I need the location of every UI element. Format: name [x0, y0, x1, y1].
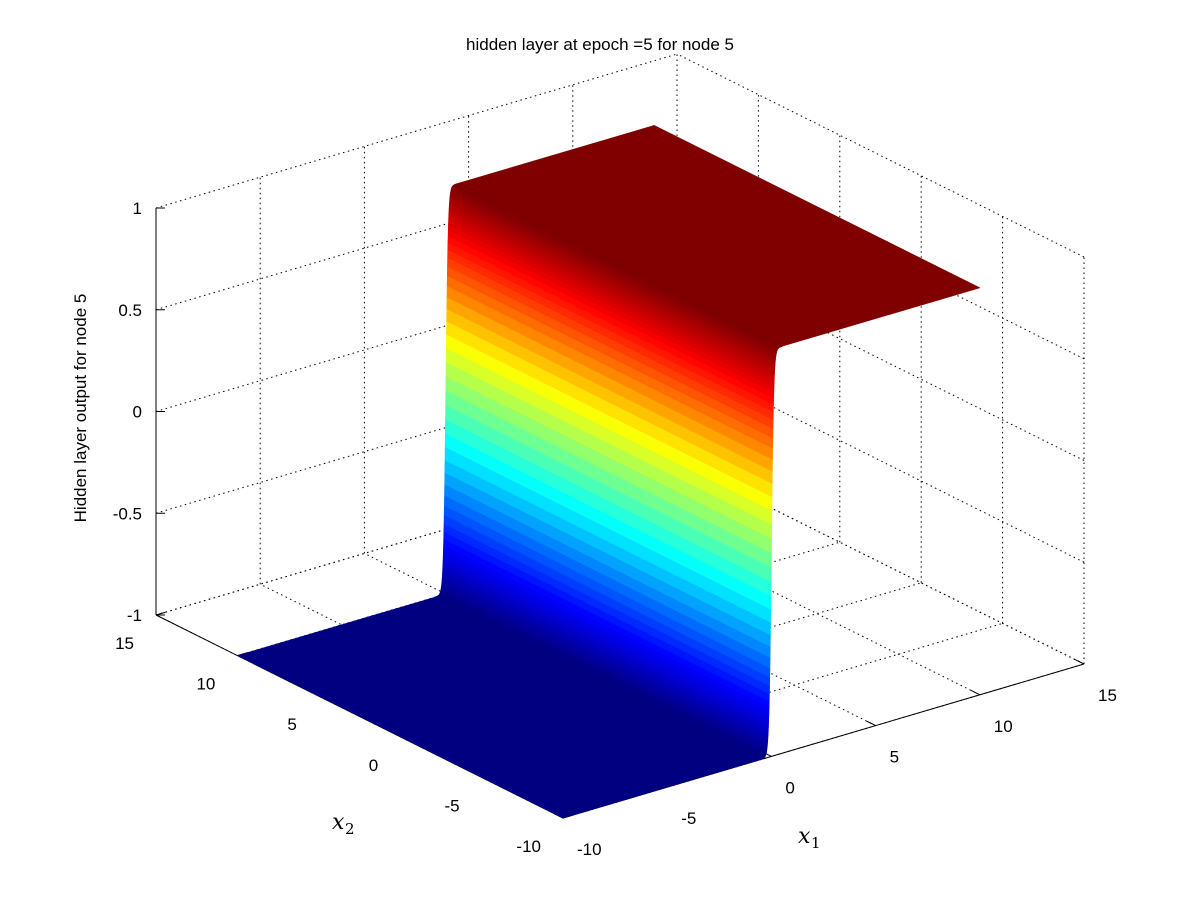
- grid-line: [572, 491, 981, 696]
- grid-line: [155, 155, 678, 311]
- y-tick-label: 15: [115, 634, 134, 653]
- x-tick-label: 10: [994, 717, 1013, 736]
- y-axis-label-subscript: 2: [345, 820, 355, 838]
- x-tick-mark: [970, 689, 981, 696]
- y-tick-label: -5: [444, 796, 459, 815]
- surface: [237, 125, 981, 819]
- y-tick-label: 10: [196, 675, 215, 694]
- grid-line: [155, 257, 678, 412]
- x-tick-label: -10: [577, 840, 602, 859]
- grid-line: [468, 522, 876, 727]
- z-tick-label: 1: [133, 199, 142, 218]
- x-axis-label-subscript: 1: [811, 834, 821, 852]
- surface-patch: [457, 125, 981, 347]
- x-tick-mark: [866, 720, 876, 727]
- x-axis-label: x 1: [798, 824, 821, 852]
- x-tick-label: -5: [681, 809, 696, 828]
- y-tick-label: -10: [516, 837, 541, 856]
- x-axis-label-symbol: x: [798, 824, 811, 849]
- grid-line: [676, 155, 1085, 360]
- grid-line: [676, 257, 1085, 461]
- y-axis-label-symbol: x: [332, 810, 345, 835]
- x-tick-mark: [1074, 659, 1085, 665]
- grid-line: [676, 358, 1085, 563]
- z-tick-label: 0.5: [118, 301, 142, 320]
- z-tick-label: -1: [127, 606, 142, 625]
- z-axis-label: Hidden layer output for node 5: [71, 294, 90, 523]
- y-tick-label: 0: [369, 756, 378, 775]
- grid-line: [155, 358, 678, 514]
- grid-line: [155, 460, 678, 616]
- x-tick-label: 0: [785, 778, 794, 797]
- grid-line: [676, 53, 1085, 258]
- grid-line: [676, 460, 1085, 665]
- grid-line: [155, 53, 678, 209]
- chart-title: hidden layer at epoch =5 for node 5: [466, 35, 734, 54]
- y-axis-label: x 2: [332, 810, 355, 838]
- z-tick-label: 0: [133, 403, 142, 422]
- y-tick-label: 5: [287, 715, 296, 734]
- x-tick-label: 5: [890, 748, 899, 767]
- tick-labels: -1 -0.5 0 0.5 1 -10 -5 0 5 10 15 -10 -5 0 5 10 15: [113, 199, 1117, 859]
- x-tick-label: 15: [1098, 686, 1117, 705]
- z-tick-label: -0.5: [113, 504, 142, 523]
